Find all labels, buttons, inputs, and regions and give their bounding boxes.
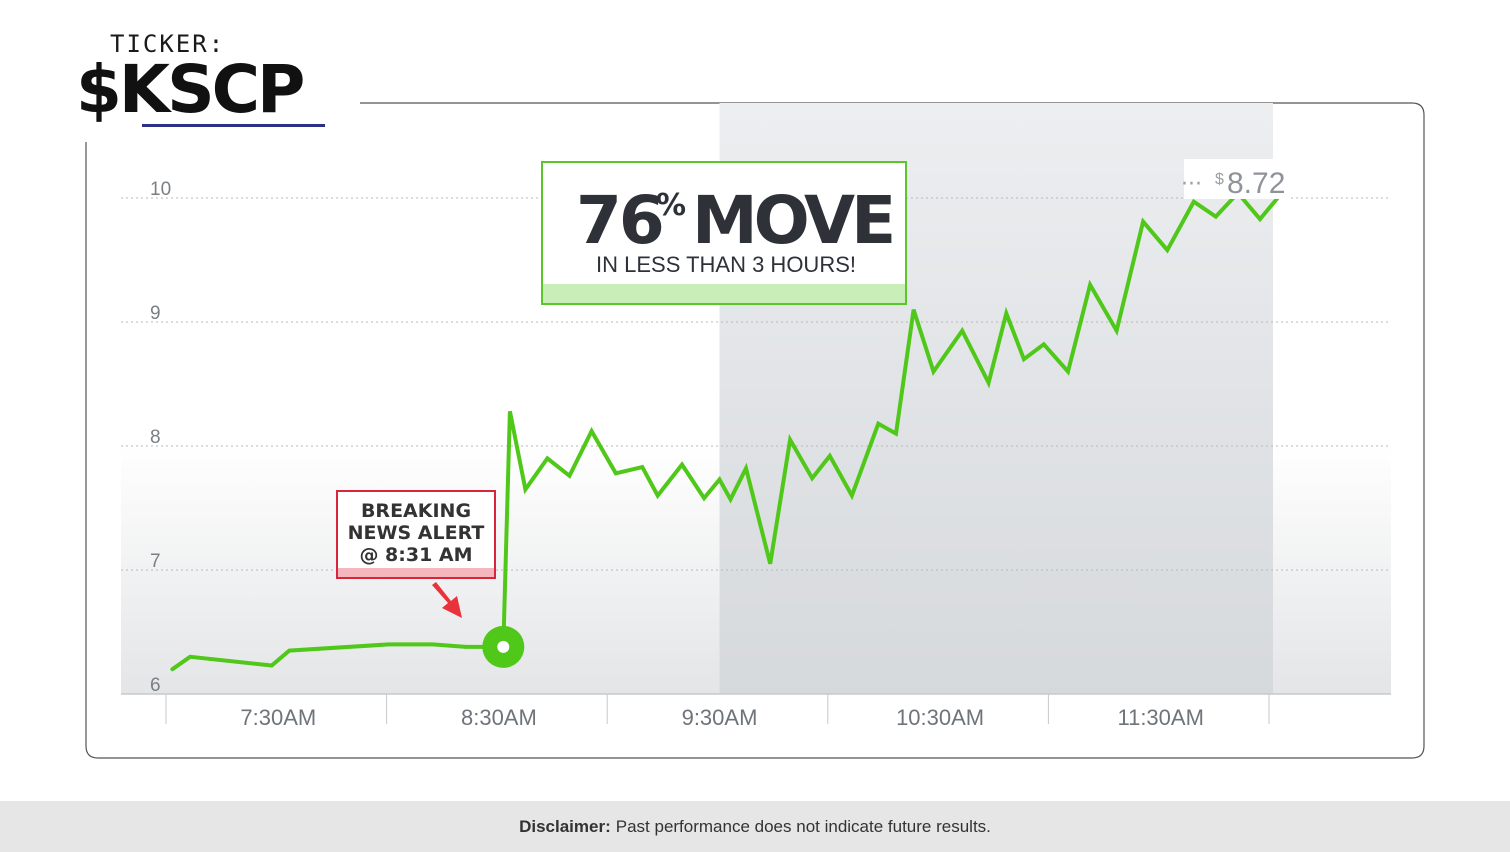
move-percent: % <box>656 188 686 223</box>
x-tick-label: 8:30AM <box>461 705 537 730</box>
chart-frame <box>85 102 1425 759</box>
news-callout: BREAKING NEWS ALERT @ 8:31 AM <box>336 490 496 579</box>
price-tag-currency: $ <box>1215 171 1224 188</box>
disclaimer-label: Disclaimer: <box>519 816 611 836</box>
news-line-3: @ 8:31 AM <box>359 544 472 566</box>
move-word: MOVE <box>692 182 892 259</box>
ticker-symbol: $KSCP <box>76 51 305 128</box>
price-tag-value: 8.72 <box>1227 167 1285 200</box>
price-tag: ··· $ 8.72 <box>1181 159 1290 200</box>
x-tick-label: 7:30AM <box>240 705 316 730</box>
ticker-label: TICKER: <box>110 30 226 58</box>
series-line <box>170 189 1280 672</box>
x-tick-label: 9:30AM <box>682 705 758 730</box>
move-number: 76 <box>576 182 662 259</box>
y-tick-label: 9 <box>150 303 161 324</box>
event-marker-center <box>497 640 510 653</box>
price-tag-dots: ··· <box>1181 172 1202 197</box>
x-tick-label: 11:30AM <box>1117 705 1203 730</box>
news-line-2: NEWS ALERT <box>348 522 485 544</box>
news-arrow-icon <box>432 582 462 618</box>
x-tick-label: 10:30AM <box>896 705 984 730</box>
disclaimer-bar: Disclaimer: Past performance does not in… <box>0 801 1510 852</box>
y-tick-label: 6 <box>150 675 161 696</box>
disclaimer-text: Past performance does not indicate futur… <box>615 816 991 836</box>
move-subline: IN LESS THAN 3 HOURS! <box>596 252 856 277</box>
y-tick-label: 8 <box>150 427 161 448</box>
y-tick-label: 10 <box>150 179 171 200</box>
ticker-underline <box>142 124 325 127</box>
news-line-1: BREAKING <box>361 500 471 522</box>
move-callout: 76 % MOVE IN LESS THAN 3 HOURS! <box>541 161 907 305</box>
y-tick-label: 7 <box>150 551 161 572</box>
